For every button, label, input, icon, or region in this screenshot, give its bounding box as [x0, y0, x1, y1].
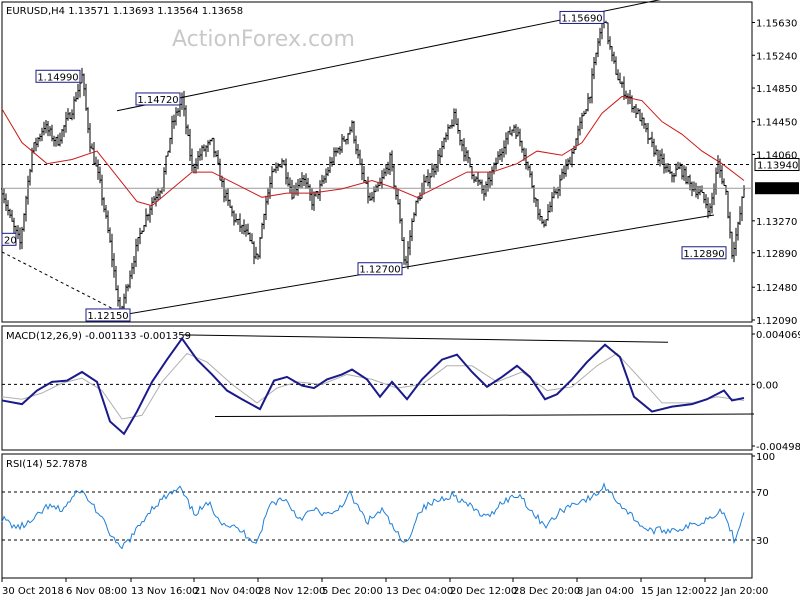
rsi-tick-label: 70	[756, 488, 769, 499]
left-cut-tag	[1, 232, 17, 246]
axis-current-tag	[755, 182, 799, 195]
price-tag	[357, 262, 403, 276]
price-tag	[85, 308, 131, 322]
rsi-title: RSI(14) 52.7878	[6, 459, 87, 470]
date-tick-label: 6 Nov 08:00	[66, 586, 127, 597]
price-tag	[135, 92, 181, 106]
axis-level-tag-label: 1.13940	[757, 161, 798, 172]
rsi-pane: RSI(14) 52.7878 100 70 30	[1, 452, 775, 579]
price-tick-label: 1.14060	[756, 150, 797, 161]
macd-tick-label: 0.00	[756, 380, 778, 391]
price-tick-label: 1.12480	[756, 283, 797, 294]
price-tick-label: 1.14850	[756, 84, 797, 95]
date-tick-label: 5 Dec 20:00	[322, 586, 383, 597]
date-tick-label: 13 Dec 04:00	[386, 586, 453, 597]
price-tag-label: 1.12890	[683, 249, 724, 260]
price-axis: 1.15630 1.15240 1.14850 1.14450 1.14060 1.132…	[752, 18, 800, 327]
price-tick-label: 1.12890	[756, 249, 797, 260]
date-tick-label: 15 Jan 12:00	[641, 586, 704, 597]
trendline	[1, 251, 121, 313]
rsi-axis: 100 70 30	[752, 452, 775, 547]
trendline	[121, 214, 715, 316]
date-tick-label: 30 Oct 2018	[2, 586, 64, 597]
watermark: ActionForex.com	[172, 27, 355, 52]
price-tag	[681, 246, 727, 260]
rsi-lines	[1, 482, 752, 550]
price-tick-label: 1.13270	[756, 217, 797, 228]
price-tag-label: 1.14990	[37, 72, 78, 83]
date-tick-label: 8 Jan 04:00	[577, 586, 634, 597]
date-tick-label: 28 Nov 12:00	[258, 586, 325, 597]
date-tick-label: 22 Jan 20:00	[705, 586, 768, 597]
macd-pane: MACD(12,26,9) -0.001133 -0.001359 0.0040…	[1, 325, 800, 453]
axis-level-tag	[754, 158, 800, 172]
macd-axis: 0.004069 0.00 -0.004981	[752, 330, 800, 453]
price-pane: ActionForex.com EURUSD,H4 1.13571 1.1369…	[1, 0, 800, 327]
price-tag-label: 1.12700	[359, 265, 400, 276]
price-tag-label: 1.15690	[561, 13, 602, 24]
price-tick-label: 1.14450	[756, 118, 797, 129]
macd-trendline	[181, 334, 669, 343]
price-tick-label: 1.15240	[756, 51, 797, 62]
macd-line	[1, 336, 745, 436]
moving-average-line	[1, 95, 745, 207]
date-tick-label: 13 Nov 16:00	[131, 586, 198, 597]
rsi-line	[1, 482, 745, 550]
price-tags: 1.15690 1.14990 1.14720 1.12700 1.12890 1.121…	[1, 10, 727, 322]
macd-signal-line	[1, 352, 745, 420]
price-tag-label: 1.12150	[87, 311, 128, 322]
macd-title: MACD(12,26,9) -0.001133 -0.001359	[6, 331, 191, 342]
macd-trendline	[214, 413, 755, 418]
price-tick-label: 1.15630	[756, 18, 797, 29]
date-tick-label: 20 Dec 12:00	[450, 586, 517, 597]
price-tag-label: 1.14720	[137, 95, 178, 106]
rsi-tick-label: 100	[756, 452, 775, 463]
rsi-tick-label: 30	[756, 536, 769, 547]
macd-tick-label: -0.004981	[756, 442, 800, 453]
axis-current-tag-label: 1.13658	[757, 184, 798, 195]
left-cut-tag-label: 20	[4, 235, 17, 246]
date-tick-label: 21 Nov 04:00	[194, 586, 261, 597]
macd-tick-label: 0.004069	[756, 330, 800, 341]
date-tick-label: 28 Dec 20:00	[513, 586, 580, 597]
price-tag	[35, 69, 81, 83]
price-tick-label: 1.12090	[756, 316, 797, 327]
macd-lines	[1, 334, 755, 436]
price-tag	[559, 10, 605, 24]
symbol-line: EURUSD,H4 1.13571 1.13693 1.13564 1.1365…	[6, 6, 243, 17]
